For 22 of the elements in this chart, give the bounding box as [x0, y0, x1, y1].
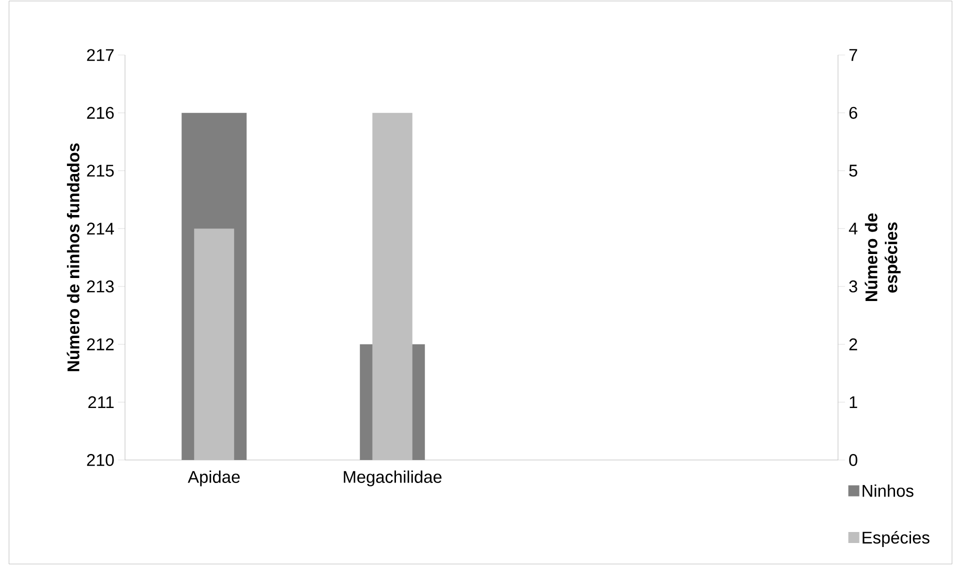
y-tick-label: 214 — [87, 222, 114, 234]
y2-tick-label: 1 — [850, 396, 858, 408]
x-tick-label: Megachilidae — [344, 470, 442, 486]
y-tick-label: 217 — [87, 49, 114, 61]
y2-axis-title: Número de espécies — [864, 213, 901, 302]
y-tick-label: 216 — [87, 106, 114, 119]
y-tick-label: 213 — [87, 280, 114, 292]
y-tick-label: 210 — [87, 454, 114, 466]
y2-tick-label: 0 — [849, 454, 858, 466]
legend-label: Ninhos — [862, 484, 914, 497]
y-tick-label: 215 — [87, 164, 114, 177]
x-tick-label: Apidae — [188, 470, 240, 486]
y2-tick-label: 6 — [849, 106, 858, 119]
legend-label: Espécies — [862, 531, 930, 547]
y-tick-label: 211 — [88, 396, 114, 408]
y2-tick-label: 7 — [849, 49, 858, 61]
y2-tick-label: 3 — [849, 280, 858, 292]
y2-tick-label: 2 — [849, 338, 858, 350]
y2-tick-label: 4 — [848, 222, 858, 234]
y-tick-label: 212 — [87, 338, 114, 350]
y-axis-title: Número de ninhos fundados — [66, 143, 80, 372]
y2-tick-label: 5 — [849, 164, 858, 177]
